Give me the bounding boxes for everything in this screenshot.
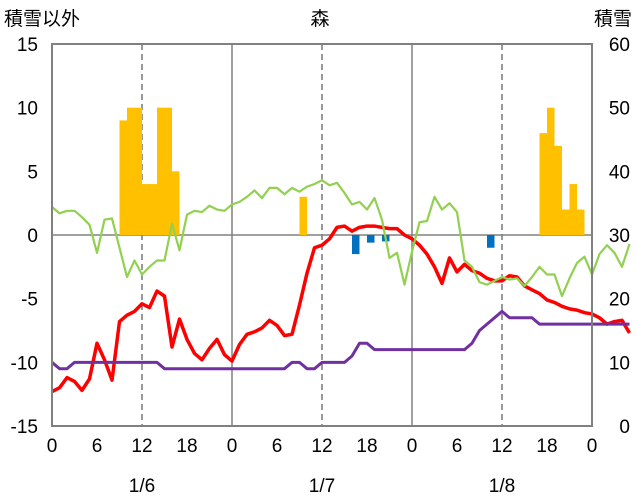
snowfall-bar — [569, 184, 577, 235]
left-tick-label: 15 — [17, 35, 38, 56]
humidity_like-line — [51, 179, 631, 298]
precip-bar — [352, 235, 360, 255]
snowfall-bar — [547, 107, 555, 235]
plot-area-border — [51, 43, 593, 427]
snowfall-bar — [562, 209, 570, 235]
snowfall-bar — [164, 107, 172, 235]
x-tick-label: 12 — [311, 436, 332, 457]
snowfall-bar — [554, 145, 562, 235]
x-tick-label: 0 — [587, 436, 598, 457]
right-tick-label: 10 — [609, 353, 630, 374]
right-tick-label: 20 — [609, 290, 630, 311]
snowfall-bar — [577, 209, 585, 235]
x-tick-label: 6 — [272, 436, 283, 457]
x-tick-label: 0 — [47, 436, 58, 457]
date-label: 1/7 — [309, 476, 335, 497]
chart-title: 森 — [310, 8, 329, 30]
left-axis-ticks: 15 10 5 0 -5 -10 -15 — [11, 35, 38, 438]
snowfall-bar — [149, 184, 157, 235]
snowfall-bar — [134, 107, 142, 235]
snowfall-bar — [119, 120, 127, 235]
snowfall-bar — [299, 196, 307, 235]
temperature-line — [51, 224, 632, 394]
x-tick-label: 18 — [536, 436, 557, 457]
line-layer — [51, 179, 632, 394]
date-label: 1/6 — [129, 476, 155, 497]
snowfall-bar — [172, 171, 180, 235]
left-tick-label: -15 — [11, 417, 38, 438]
right-tick-label: 50 — [609, 99, 630, 120]
x-tick-label: 18 — [356, 436, 377, 457]
left-tick-label: -10 — [11, 353, 38, 374]
precip-bar — [487, 235, 495, 248]
x-tick-label: 12 — [491, 436, 512, 457]
snowfall-bar — [142, 184, 150, 235]
right-axis-label: 積雪 — [594, 8, 632, 30]
precip-bar — [367, 235, 375, 243]
x-tick-label: 0 — [227, 436, 238, 457]
right-tick-label: 60 — [609, 35, 630, 56]
left-axis-label: 積雪以外 — [4, 8, 80, 30]
x-tick-label: 6 — [92, 436, 103, 457]
x-tick-label: 0 — [407, 436, 418, 457]
left-tick-label: 0 — [27, 226, 38, 247]
left-tick-label: 5 — [27, 162, 38, 183]
right-tick-label: 30 — [609, 226, 630, 247]
x-tick-label: 6 — [452, 436, 463, 457]
date-label: 1/8 — [489, 476, 515, 497]
left-tick-label: 10 — [17, 99, 38, 120]
snowfall-bar — [157, 107, 165, 235]
snowfall-bar — [539, 133, 547, 235]
snowfall-bar — [127, 107, 135, 235]
x-axis-ticks: 0 6 12 18 0 6 12 18 0 6 12 18 0 — [47, 436, 598, 457]
right-tick-label: 40 — [609, 162, 630, 183]
x-tick-label: 18 — [176, 436, 197, 457]
right-axis-ticks: 60 50 40 30 20 10 0 — [609, 35, 630, 438]
x-tick-label: 12 — [131, 436, 152, 457]
left-tick-label: -5 — [21, 290, 38, 311]
snow_depth-line — [51, 309, 630, 371]
date-labels: 1/6 1/7 1/8 — [129, 476, 515, 497]
right-tick-label: 0 — [619, 417, 630, 438]
